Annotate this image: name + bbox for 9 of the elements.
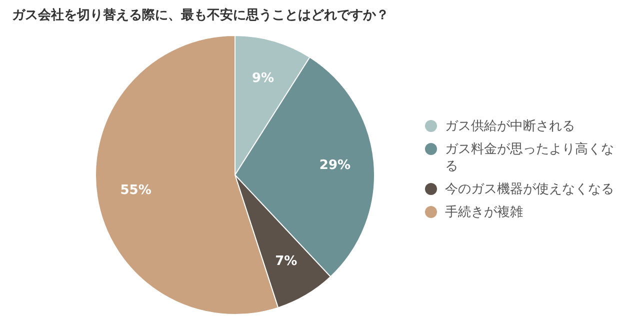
data-label: 9% — [252, 70, 274, 86]
legend-label: 今のガス機器が使えなくなる — [445, 181, 614, 198]
data-label: 29% — [319, 158, 351, 173]
legend-label: 手続きが複雑 — [445, 204, 523, 221]
legend-label: ガス料金が思ったより高くなる — [445, 141, 615, 175]
data-label: 55% — [120, 183, 152, 198]
data-label: 7% — [275, 254, 298, 269]
chart-title: ガス会社を切り替える際に、最も不安に思うことはどれですか？ — [12, 6, 389, 24]
legend-label: ガス供給が中断される — [445, 118, 575, 135]
